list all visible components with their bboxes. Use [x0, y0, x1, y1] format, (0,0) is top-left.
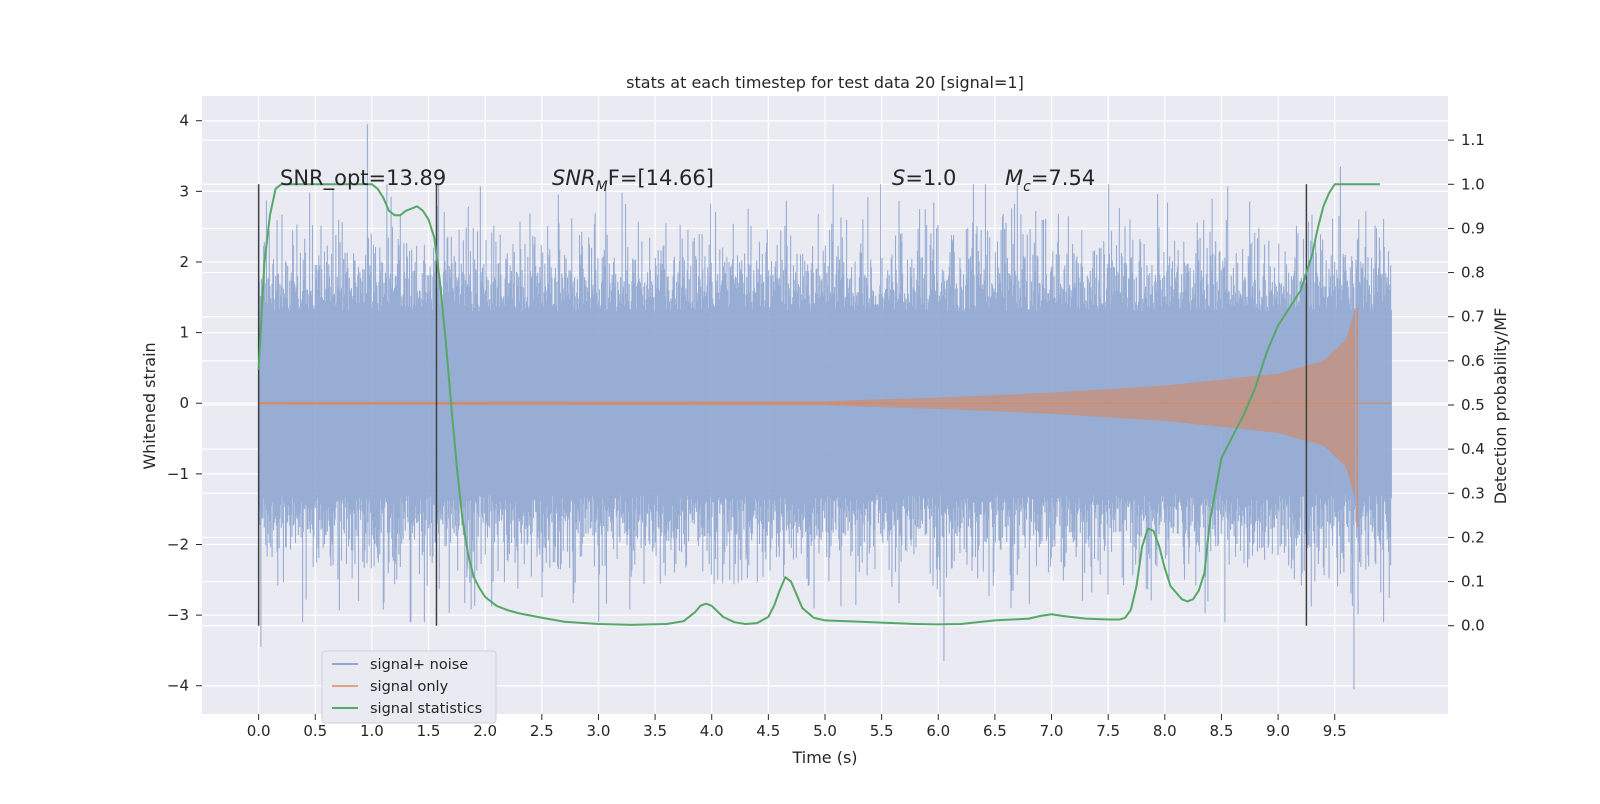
y-left-tick-label-6: −2	[167, 535, 189, 553]
x-tick-label-5: 2.5	[530, 722, 554, 740]
y-right-axis-ticks: 1.1 1.0 0.9 0.8 0.7 0.6 0.5 0.4 0.3 0.2 0.1 0.0	[1448, 131, 1485, 635]
y-left-axis-ticks: 4 3 2 1 0 −1 −2 −3 −4	[167, 112, 202, 695]
y-left-tick-label-1: 3	[179, 182, 189, 200]
signal-statistics-series	[257, 183, 1381, 626]
annotation-snr-opt: SNR_opt=13.89	[280, 166, 446, 191]
x-tick-label-14: 7.0	[1040, 722, 1064, 740]
x-tick-label-13: 6.5	[983, 722, 1007, 740]
y-left-axis-label: Whitened strain	[140, 342, 159, 469]
y-right-tick-label-3: 0.8	[1461, 264, 1485, 282]
annotation-snr-mf: SNRMF=[14.66]	[552, 166, 714, 195]
x-tick-label-16: 8.0	[1153, 722, 1177, 740]
y-left-tick-label-0: 4	[179, 112, 189, 130]
annotation-mc: Mc=7.54	[1005, 166, 1095, 195]
x-tick-label-7: 3.5	[643, 722, 667, 740]
x-tick-label-0: 0.0	[247, 722, 271, 740]
y-left-tick-label-7: −3	[167, 606, 189, 624]
legend-label-signal-only: signal only	[370, 679, 449, 695]
x-tick-label-19: 9.5	[1323, 722, 1347, 740]
chart-title: stats at each timestep for test data 20 …	[626, 73, 1024, 92]
x-tick-label-3: 1.5	[417, 722, 441, 740]
y-left-tick-label-3: 1	[179, 324, 189, 342]
x-axis-ticks: 0.0 0.5 1.0 1.5 2.0 2.5 3.0 3.5 4.0 4.5 5.0 5.5 6.0 6…	[247, 714, 1347, 740]
signal-only-series	[258, 307, 1392, 527]
x-tick-label-8: 4.0	[700, 722, 724, 740]
y-right-tick-label-5: 0.6	[1461, 352, 1485, 370]
y-left-tick-label-5: −1	[167, 465, 189, 483]
x-tick-label-4: 2.0	[473, 722, 497, 740]
signal-statistics-line	[257, 183, 1381, 626]
y-right-tick-label-10: 0.1	[1461, 573, 1485, 591]
annotations: SNR_opt=13.89 SNRMF=[14.66] S=1.0 Mc=7.5…	[280, 166, 1095, 195]
y-left-tick-label-8: −4	[167, 677, 189, 695]
y-right-tick-label-2: 0.9	[1461, 219, 1485, 237]
x-tick-label-9: 4.5	[756, 722, 780, 740]
y-right-tick-label-6: 0.5	[1461, 396, 1485, 414]
x-tick-label-15: 7.5	[1096, 722, 1120, 740]
x-axis-label: Time (s)	[791, 748, 857, 767]
x-tick-label-17: 8.5	[1210, 722, 1234, 740]
y-right-tick-label-4: 0.7	[1461, 308, 1485, 326]
y-right-tick-label-11: 0.0	[1461, 617, 1485, 635]
annotation-s: S=1.0	[892, 166, 956, 190]
x-tick-label-12: 6.0	[926, 722, 950, 740]
y-right-tick-label-1: 1.0	[1461, 175, 1485, 193]
legend-box	[321, 650, 497, 724]
y-right-axis-label: Detection probability/MF	[1491, 308, 1510, 505]
x-tick-label-2: 1.0	[360, 722, 384, 740]
x-tick-label-6: 3.0	[587, 722, 611, 740]
y-right-tick-label-7: 0.4	[1461, 440, 1485, 458]
legend-label-signal-noise: signal+ noise	[370, 657, 468, 673]
legend: signal+ noise signal only signal statist…	[321, 650, 497, 724]
y-left-tick-label-4: 0	[179, 394, 189, 412]
y-right-tick-label-9: 0.2	[1461, 528, 1485, 546]
x-tick-label-18: 9.0	[1266, 722, 1290, 740]
x-tick-label-10: 5.0	[813, 722, 837, 740]
y-left-tick-label-2: 2	[179, 253, 189, 271]
x-tick-label-11: 5.5	[870, 722, 894, 740]
y-right-tick-label-0: 1.1	[1461, 131, 1485, 149]
legend-label-signal-statistics: signal statistics	[370, 701, 482, 717]
y-right-tick-label-8: 0.3	[1461, 484, 1485, 502]
x-tick-label-1: 0.5	[303, 722, 327, 740]
